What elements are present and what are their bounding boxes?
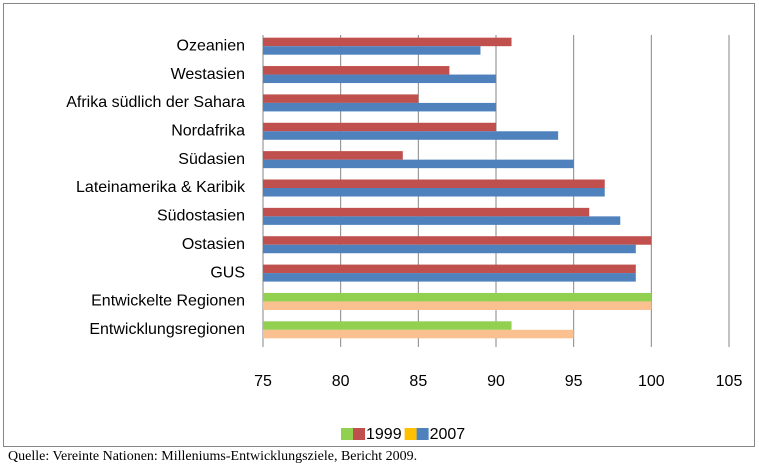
y-tick-label: GUS — [210, 264, 245, 281]
bar — [263, 159, 574, 169]
y-tick-label: Südostasien — [157, 208, 245, 225]
bar — [263, 329, 574, 339]
y-tick-label: Lateinamerika & Karibik — [76, 179, 246, 196]
y-tick-label: Westasien — [171, 66, 245, 83]
bar — [263, 273, 636, 282]
bar — [263, 292, 652, 302]
bar — [263, 264, 636, 274]
legend-swatch — [353, 428, 365, 440]
x-tick-label: 80 — [332, 373, 350, 390]
legend-swatch — [416, 428, 429, 440]
x-tick-label: 105 — [716, 373, 743, 390]
x-tick-label: 75 — [254, 373, 272, 390]
bar — [263, 102, 496, 112]
bar — [263, 131, 559, 140]
y-tick-label: Südasien — [178, 151, 245, 168]
bar — [263, 151, 403, 160]
bar — [263, 321, 512, 330]
x-tick-label: 95 — [565, 373, 583, 390]
x-tick-label: 90 — [487, 373, 505, 390]
bar — [263, 236, 652, 245]
bar — [263, 188, 605, 197]
bar — [263, 216, 621, 225]
bar — [263, 301, 652, 310]
source-note: Quelle: Vereinte Nationen: Milleniums-En… — [8, 449, 417, 464]
bar — [263, 37, 512, 47]
bar — [263, 122, 496, 132]
bar — [263, 46, 481, 55]
legend-swatch — [341, 428, 353, 440]
y-tick-label: Ostasien — [182, 236, 245, 253]
y-tick-label: Ozeanien — [177, 37, 246, 54]
y-tick-label: Nordafrika — [171, 122, 245, 139]
y-tick-label: Afrika südlich der Sahara — [66, 94, 245, 111]
x-tick-label: 100 — [638, 373, 665, 390]
bar — [263, 66, 450, 75]
legend-label: 1999 — [366, 426, 402, 443]
legend-label: 2007 — [430, 426, 466, 443]
x-tick-label: 85 — [409, 373, 427, 390]
y-tick-label: Entwickelte Regionen — [91, 293, 245, 310]
bar — [263, 244, 636, 254]
y-tick-label: Entwicklungsregionen — [89, 321, 245, 338]
bar — [263, 74, 496, 84]
bar — [263, 94, 419, 103]
legend-swatch — [404, 428, 417, 440]
bar — [263, 207, 590, 217]
bar — [263, 179, 605, 188]
